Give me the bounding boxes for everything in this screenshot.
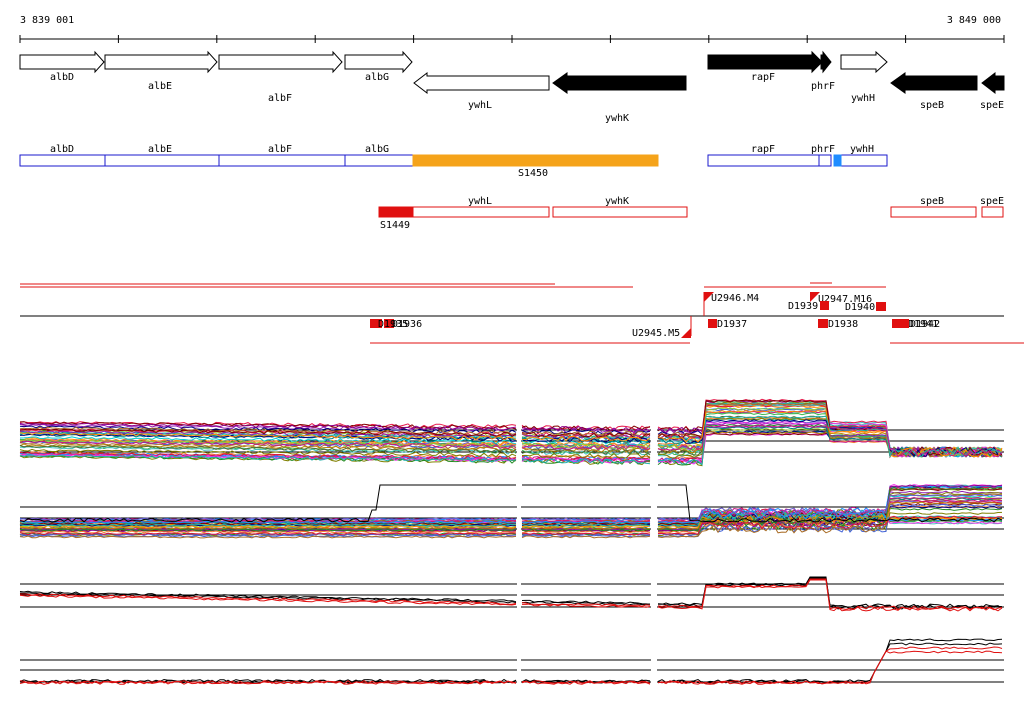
gene-phrF[interactable]: phrF: [811, 50, 835, 92]
feature-label-U2946.M4: U2946.M4: [711, 293, 759, 304]
blue-segment-phrF[interactable]: phrF: [811, 144, 835, 167]
feature-label-D1940: D1940: [845, 302, 875, 313]
blue-segment-ywhH[interactable]: ywhH: [833, 144, 888, 167]
gene-speE[interactable]: speE: [980, 71, 1005, 111]
feature-label-D1938: D1938: [828, 319, 858, 330]
red-label-speE: speE: [980, 196, 1004, 207]
red-label-ywhK: ywhK: [605, 196, 629, 207]
gene-ywhH[interactable]: ywhH: [840, 50, 888, 104]
feature-label-D1937: D1937: [717, 319, 747, 330]
feature-D1935[interactable]: D1935: [370, 319, 408, 330]
gene-label-albE: albE: [148, 81, 172, 92]
red-segment-speE[interactable]: speE: [980, 196, 1004, 218]
feature-D1942[interactable]: D1942: [900, 319, 940, 330]
red-segment-ywhL[interactable]: ywhL: [412, 196, 550, 218]
blue-label-albF: albF: [268, 144, 292, 155]
gene-albE[interactable]: albE: [104, 50, 218, 92]
feature-U2947.M16[interactable]: U2947.M16: [810, 292, 872, 305]
feature-D1938[interactable]: D1938: [818, 319, 858, 330]
red-track: S1449 ywhL ywhK speB speE: [378, 196, 1004, 231]
gene-albD[interactable]: albD: [19, 50, 105, 83]
gene-label-albD: albD: [50, 72, 74, 83]
red-label-speB: speB: [920, 196, 944, 207]
blue-label-rapF: rapF: [751, 144, 775, 155]
gene-ywhK[interactable]: ywhK: [552, 72, 687, 124]
gene-label-speB: speB: [920, 100, 944, 111]
feature-D1939[interactable]: D1939: [788, 301, 829, 312]
blue-segment-albF[interactable]: albF: [218, 144, 346, 167]
end-coordinate: 3 849 000: [947, 15, 1001, 26]
gene-albF[interactable]: albF: [218, 50, 343, 104]
blue-label-albE: albE: [148, 144, 172, 155]
feature-U2945.M5[interactable]: U2945.M5: [632, 328, 691, 339]
blue-label-albD: albD: [50, 144, 74, 155]
blue-segment-albG[interactable]: albG: [344, 144, 414, 167]
feature-label-D1942: D1942: [910, 319, 940, 330]
feature-label-U2947.M16: U2947.M16: [818, 294, 872, 305]
blue-label-phrF: phrF: [811, 144, 835, 155]
expression-panel-3: [19, 576, 1004, 612]
feature-D1940[interactable]: D1940: [845, 302, 886, 313]
gene-label-ywhL: ywhL: [468, 100, 492, 111]
blue-segment-albD[interactable]: albD: [19, 144, 106, 167]
gene-label-phrF: phrF: [811, 81, 835, 92]
feature-D1936[interactable]: D1936: [384, 319, 422, 330]
feature-label-D1941: D1941: [908, 319, 938, 330]
gene-label-albF: albF: [268, 93, 292, 104]
feature-label-D1936: D1936: [392, 319, 422, 330]
red-segment-ywhK[interactable]: ywhK: [552, 196, 688, 218]
blue-label-albG: albG: [365, 144, 389, 155]
start-coordinate: 3 839 001: [20, 15, 74, 26]
gene-ywhL[interactable]: ywhL: [413, 71, 550, 111]
expression-panel-2: [19, 483, 1004, 539]
feature-D1937[interactable]: D1937: [708, 319, 747, 330]
feature-D1941[interactable]: D1941: [892, 319, 938, 330]
gene-rapF[interactable]: rapF: [707, 50, 823, 83]
gene-label-ywhH: ywhH: [851, 93, 875, 104]
red-label-S1449: S1449: [380, 220, 410, 231]
gene-label-speE: speE: [980, 100, 1004, 111]
red-segment-speB[interactable]: speB: [890, 196, 977, 218]
blue-track: albD albE albF albG S1450 rapF phrF: [19, 144, 888, 179]
blue-segment-rapF[interactable]: rapF: [707, 144, 820, 167]
gene-label-ywhK: ywhK: [605, 113, 629, 124]
gene-label-rapF: rapF: [751, 72, 775, 83]
feature-U2946.M4[interactable]: U2946.M4: [704, 292, 759, 304]
expression-panel-1: [19, 398, 1004, 467]
coordinate-ruler: 3 839 001 3 849 000: [19, 15, 1005, 43]
transcript-track: U2946.M4 U2947.M16 D1939 D1940 U2945.M5 …: [20, 282, 1024, 344]
feature-label-D1939: D1939: [788, 301, 818, 312]
orange-segment-S1450[interactable]: S1450: [412, 154, 659, 179]
orange-label-S1450: S1450: [518, 168, 548, 179]
gene-track: albD albE albF albG ywhL ywhK rapF phrF: [19, 50, 1005, 124]
feature-label-D1935: D1935: [378, 319, 408, 330]
red-segment-S1449[interactable]: S1449: [378, 206, 414, 231]
blue-label-ywhH: ywhH: [850, 144, 874, 155]
blue-segment-albE[interactable]: albE: [104, 144, 220, 167]
red-label-ywhL: ywhL: [468, 196, 492, 207]
gene-albG[interactable]: albG: [344, 50, 413, 83]
expression-panel-4: [19, 638, 1004, 685]
feature-label-U2945.M5: U2945.M5: [632, 328, 680, 339]
gene-label-albG: albG: [365, 72, 389, 83]
gene-speB[interactable]: speB: [890, 72, 978, 111]
